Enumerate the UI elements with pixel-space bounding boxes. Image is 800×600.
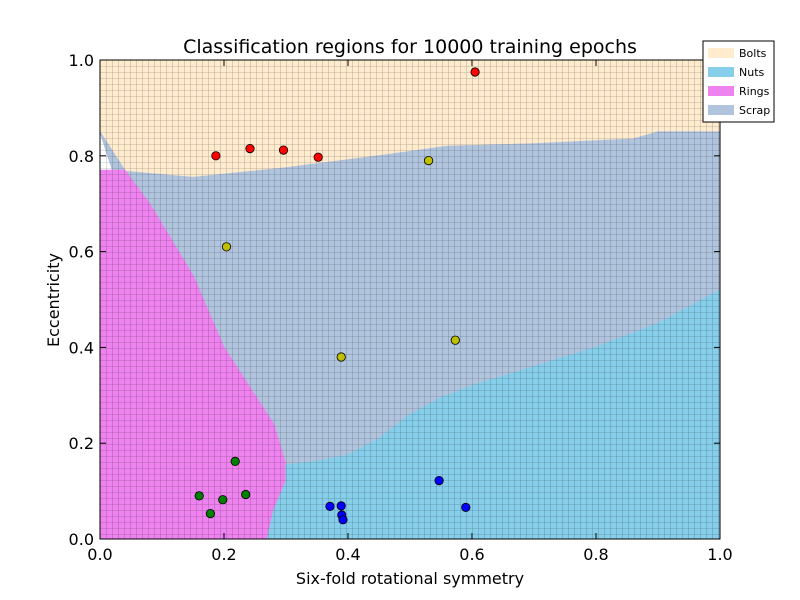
y-tick-label: 0.6 (69, 243, 94, 262)
x-axis-title: Six-fold rotational symmetry (296, 569, 524, 588)
plot-frame (99, 59, 721, 540)
legend-label-nuts: Nuts (739, 66, 765, 79)
legend-label-scrap: Scrap (739, 104, 770, 117)
legend-label-rings: Rings (739, 85, 770, 98)
data-point (194, 491, 204, 501)
data-point (205, 508, 215, 519)
data-points (194, 67, 480, 525)
data-point (313, 152, 323, 162)
data-point (218, 495, 228, 505)
x-tick-label: 0.2 (211, 545, 236, 564)
region-grid-overlay (100, 60, 720, 539)
legend-swatch-rings (708, 86, 734, 96)
data-point (336, 352, 346, 362)
data-point (211, 151, 221, 161)
legend-swatch-bolts (708, 48, 734, 58)
y-tick-label: 0.4 (69, 338, 94, 357)
y-axis-title: Eccentricity (44, 253, 63, 347)
data-point (241, 489, 251, 500)
data-point (278, 145, 289, 155)
axis-ticks: 0.0 0.2 0.4 0.6 0.8 1.0 0.0 0.2 0.4 0.6 0.8 1.0 (69, 51, 733, 564)
legend: Bolts Nuts Rings Scrap (702, 40, 775, 123)
legend-swatch-scrap (708, 105, 734, 115)
legend-swatch-nuts (708, 67, 734, 77)
data-point (470, 67, 480, 77)
legend-label-bolts: Bolts (739, 47, 767, 60)
x-tick-label: 0.4 (335, 545, 360, 564)
data-point (245, 144, 255, 154)
x-tick-label: 0.8 (583, 545, 608, 564)
y-tick-label: 0.8 (69, 147, 94, 166)
data-point (221, 242, 232, 252)
data-point (434, 475, 444, 486)
chart-title: Classification regions for 10000 trainin… (183, 36, 637, 58)
x-tick-label: 0.6 (459, 545, 484, 564)
y-tick-label: 0.2 (69, 434, 94, 453)
y-tick-label: 1.0 (69, 51, 94, 70)
data-point (423, 156, 434, 166)
data-point (450, 335, 460, 345)
x-tick-label: 0.0 (87, 545, 112, 564)
data-point (325, 501, 335, 511)
data-point (230, 456, 240, 466)
data-point (338, 515, 348, 525)
data-point (336, 501, 346, 511)
x-tick-label: 1.0 (707, 545, 732, 564)
data-point (461, 502, 471, 512)
y-tick-label: 0.0 (69, 530, 94, 549)
